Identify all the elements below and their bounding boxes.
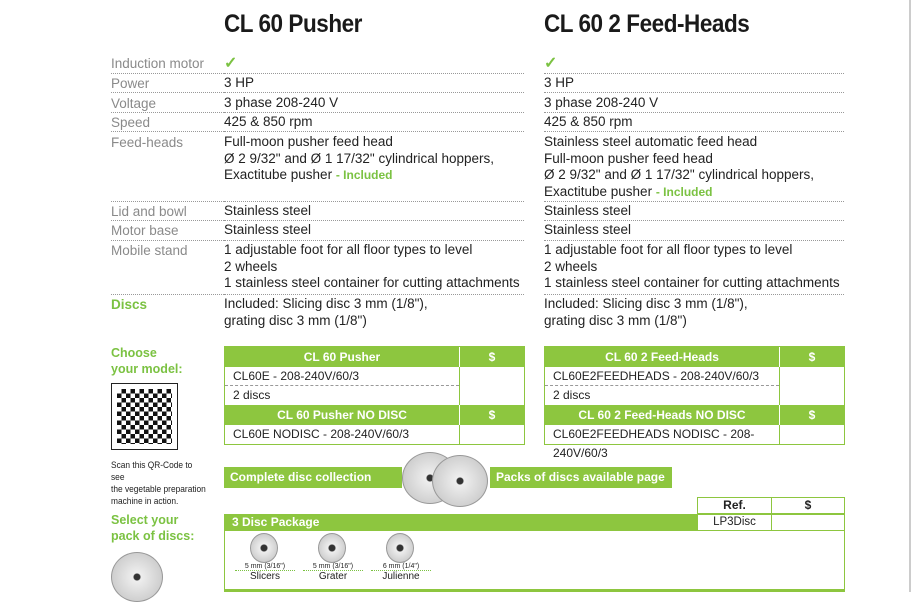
order-table-pusher: CL 60 Pusher $ CL60E - 208-240V/60/3 2 dis…	[224, 346, 525, 445]
disc-slicers: 5 mm (3/16") Slicers	[235, 533, 295, 582]
spec-induction-motor: ✓	[544, 55, 844, 74]
grater-disc-icon	[318, 533, 346, 563]
package-price[interactable]	[772, 514, 845, 531]
spec-speed: 425 & 850 rpm	[544, 114, 844, 132]
select-pack-label: Select your pack of discs:	[111, 513, 195, 543]
qr-code	[111, 383, 178, 450]
spec-motor-base: Stainless steel	[544, 222, 844, 241]
spec-discs: Included: Slicing disc 3 mm (1/8"), grati…	[224, 296, 428, 328]
spec-speed: 425 & 850 rpm	[224, 114, 524, 132]
spec-mobile-stand: 1 adjustable foot for all floor types to…	[224, 242, 524, 295]
label-speed: Speed	[111, 115, 151, 130]
disc-julienne: 6 mm (1/4") Julienne	[371, 533, 431, 582]
label-discs: Discs	[111, 297, 148, 312]
disc-grater: 5 mm (3/16") Grater	[303, 533, 363, 582]
label-lid-bowl: Lid and bowl	[111, 204, 187, 219]
disc-collection-link[interactable]: Complete disc collection page 42	[224, 467, 402, 505]
disc-image	[111, 552, 163, 602]
spec-lid-bowl: Stainless steel	[544, 203, 844, 221]
label-mobile-stand: Mobile stand	[111, 243, 188, 258]
spec-feed-heads: Full-moon pusher feed head Ø 2 9/32" and …	[224, 134, 524, 202]
price-header: $	[772, 497, 845, 514]
spec-voltage: 3 phase 208-240 V	[224, 95, 524, 113]
ref-header: Ref.	[697, 497, 772, 514]
spec-discs: Included: Slicing disc 3 mm (1/8"), grati…	[544, 296, 748, 328]
price-cell[interactable]	[460, 425, 524, 444]
spec-motor-base: Stainless steel	[224, 222, 524, 241]
slicer-disc-icon	[250, 533, 278, 563]
column-title-feed-heads: CL 60 2 Feed-Heads	[544, 10, 750, 38]
price-cell[interactable]	[460, 367, 524, 405]
spec-induction-motor: ✓	[224, 55, 524, 74]
label-voltage: Voltage	[111, 96, 157, 111]
spec-mobile-stand: 1 adjustable foot for all floor types to…	[544, 242, 844, 295]
column-title-pusher: CL 60 Pusher	[224, 10, 362, 38]
julienne-disc-icon	[386, 533, 414, 563]
spec-voltage: 3 phase 208-240 V	[544, 95, 844, 113]
packs-link[interactable]: Packs of discs available page 50	[490, 467, 672, 505]
label-power: Power	[111, 76, 150, 91]
page-edge	[909, 0, 911, 592]
package-name: 3 Disc Package	[224, 514, 697, 531]
spec-feed-heads: Stainless steel automatic feed head Full-…	[544, 134, 844, 202]
price-cell[interactable]	[780, 425, 844, 444]
label-induction-motor: Induction motor	[111, 56, 205, 71]
package-discs	[224, 530, 845, 592]
disc-image	[432, 455, 488, 507]
label-feed-heads: Feed-heads	[111, 135, 184, 150]
choose-model-label: Choose your model:	[111, 346, 183, 376]
spec-power: 3 HP	[224, 75, 524, 93]
label-motor-base: Motor base	[111, 223, 179, 238]
price-cell[interactable]	[780, 367, 844, 405]
spec-power: 3 HP	[544, 75, 844, 93]
package-ref: LP3Disc	[697, 514, 772, 531]
qr-caption: Scan this QR-Code to see the vegetable pr…	[111, 460, 206, 507]
spec-lid-bowl: Stainless steel	[224, 203, 524, 221]
order-table-feed-heads: CL 60 2 Feed-Heads $ CL60E2FEEDHEADS - 20…	[544, 346, 845, 460]
